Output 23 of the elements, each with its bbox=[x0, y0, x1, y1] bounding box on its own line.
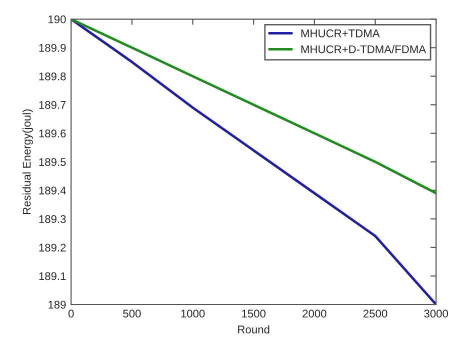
x-tick-label: 2500 bbox=[363, 310, 388, 318]
x-tick-label: 1500 bbox=[242, 310, 266, 318]
y-tick-label: 189.1 bbox=[39, 272, 66, 280]
x-tick-label: 500 bbox=[123, 310, 141, 318]
x-tick-label: 0 bbox=[68, 310, 74, 318]
y-tick-label: 189.4 bbox=[39, 186, 66, 194]
legend-label: MHUCR+TDMA bbox=[301, 29, 380, 38]
y-tick-label: 189.7 bbox=[39, 101, 66, 109]
line-series bbox=[71, 19, 436, 304]
y-tick-label: 189.3 bbox=[39, 215, 66, 224]
y-tick-label: 190 bbox=[48, 15, 66, 24]
y-tick-label: 189.6 bbox=[39, 130, 66, 138]
y-tick-label: 189.2 bbox=[39, 244, 66, 252]
y-tick-label: 189.8 bbox=[39, 72, 66, 80]
legend-label: MHUCR+D-TDMA/FDMA bbox=[301, 45, 426, 54]
y-axis-title: Residual Energy(joul) bbox=[22, 109, 33, 214]
x-axis-title: Round bbox=[238, 325, 270, 334]
x-tick-label: 2000 bbox=[302, 310, 326, 318]
y-tick-label: 189 bbox=[48, 300, 66, 309]
y-tick-label: 189.9 bbox=[39, 44, 66, 52]
x-tick-label: 3000 bbox=[424, 310, 448, 318]
y-tick-label: 189.5 bbox=[39, 158, 66, 166]
x-tick-label: 1000 bbox=[181, 310, 205, 318]
